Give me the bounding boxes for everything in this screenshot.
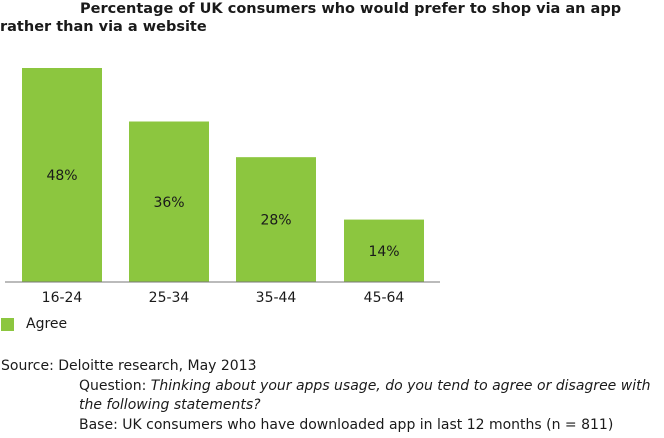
tick-label-45-64: 45-64 (364, 290, 405, 306)
source-line: Source: Deloitte research, May 2013 (1, 358, 257, 374)
data-label-45-64: 14% (368, 244, 399, 260)
tick-label-25-34: 25-34 (149, 290, 190, 306)
question-line: Question: Thinking about your apps usage… (1, 377, 664, 416)
chart-title: Percentage of UK consumers who would pre… (0, 1, 622, 35)
bars-group (22, 68, 424, 282)
question-prefix: Question: (79, 377, 151, 394)
question-text: Thinking about your apps usage, do you t… (79, 377, 651, 414)
data-label-25-34: 36% (153, 195, 184, 211)
legend-label: Agree (26, 316, 68, 332)
bar-chart: 48% 16-24 36% 25-34 28% 35-44 14% 45-64 (5, 68, 440, 306)
source-notes: Source: Deloitte research, May 2013 Ques… (1, 357, 664, 435)
bar-45-64 (344, 219, 424, 282)
data-label-16-24: 48% (46, 168, 77, 184)
bar-35-44 (236, 157, 316, 282)
tick-label-16-24: 16-24 (42, 290, 83, 306)
base-line: Base: UK consumers who have downloaded a… (79, 416, 614, 433)
labels-group: 48% 16-24 36% 25-34 28% 35-44 14% 45-64 (42, 168, 405, 306)
bar-25-34 (129, 121, 209, 282)
tick-label-35-44: 35-44 (256, 290, 297, 306)
data-label-35-44: 28% (260, 213, 291, 229)
legend: Agree (1, 316, 67, 332)
bar-16-24 (22, 68, 102, 282)
legend-swatch (1, 317, 14, 331)
